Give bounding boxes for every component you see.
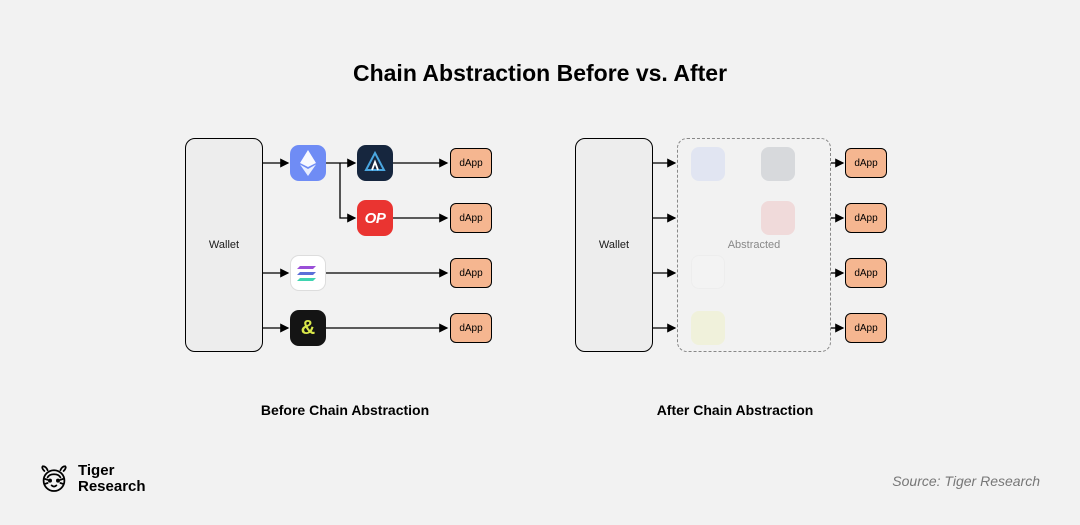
dapp-label: dApp xyxy=(854,323,877,334)
ethereum-icon xyxy=(290,145,326,181)
dapp-label: dApp xyxy=(854,213,877,224)
tiger-logo-icon xyxy=(38,463,70,495)
abstracted-box: Abstracted xyxy=(677,138,831,352)
dapp-label: dApp xyxy=(459,323,482,334)
after-caption: After Chain Abstraction xyxy=(575,402,895,418)
page-title: Chain Abstraction Before vs. After xyxy=(0,60,1080,87)
dapp-label: dApp xyxy=(459,268,482,279)
after-wallet: Wallet xyxy=(575,138,653,352)
dapp-box: dApp xyxy=(450,203,492,233)
dapp-label: dApp xyxy=(459,158,482,169)
ghost-icon xyxy=(691,311,725,345)
dapp-label: dApp xyxy=(854,268,877,279)
ghost-icon xyxy=(691,147,725,181)
brand-text: Tiger Research xyxy=(78,463,146,495)
before-wallet: Wallet xyxy=(185,138,263,352)
brand: Tiger Research xyxy=(38,463,146,495)
dapp-box: dApp xyxy=(845,203,887,233)
before-caption: Before Chain Abstraction xyxy=(185,402,505,418)
dapp-box: dApp xyxy=(845,313,887,343)
dapp-box: dApp xyxy=(450,148,492,178)
ghost-icon xyxy=(691,255,725,289)
dapp-box: dApp xyxy=(845,148,887,178)
dapp-box: dApp xyxy=(450,258,492,288)
brand-line1: Tiger xyxy=(78,463,146,479)
dapp-box: dApp xyxy=(845,258,887,288)
dapp-label: dApp xyxy=(459,213,482,224)
brand-line2: Research xyxy=(78,479,146,495)
source-text: Source: Tiger Research xyxy=(892,473,1040,489)
panels: Wallet OP & dApp dApp dApp dApp Before C… xyxy=(0,120,1080,380)
after-panel: Wallet Abstracted dApp dApp dApp dApp Af… xyxy=(575,120,895,380)
ghost-icon xyxy=(761,147,795,181)
dapp-label: dApp xyxy=(854,158,877,169)
andes-icon: & xyxy=(290,310,326,346)
solana-icon xyxy=(290,255,326,291)
abstracted-label: Abstracted xyxy=(726,239,783,251)
ghost-icon xyxy=(761,201,795,235)
optimism-icon: OP xyxy=(357,200,393,236)
before-panel: Wallet OP & dApp dApp dApp dApp Before C… xyxy=(185,120,505,380)
dapp-box: dApp xyxy=(450,313,492,343)
arbitrum-icon xyxy=(357,145,393,181)
